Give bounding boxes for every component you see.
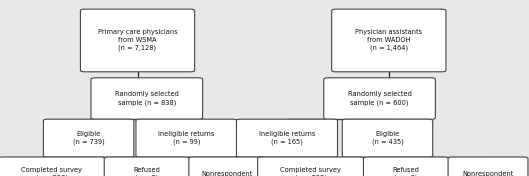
Text: Eligible
(n = 435): Eligible (n = 435) [371,131,404,145]
FancyBboxPatch shape [236,119,338,157]
Text: Randomly selected
sample (n = 600): Randomly selected sample (n = 600) [348,92,412,106]
FancyBboxPatch shape [342,119,433,157]
Text: Nonrespondent
(n = 176): Nonrespondent (n = 176) [202,171,253,176]
Text: Refused
(n = 2)
<1% refusal rate: Refused (n = 2) <1% refusal rate [378,167,434,176]
FancyBboxPatch shape [80,9,195,72]
FancyBboxPatch shape [136,119,237,157]
Text: Completed survey
(n = 558)
75%-78% response rate: Completed survey (n = 558) 75%-78% respo… [12,167,92,176]
Text: Ineligible returns
(n = 165): Ineligible returns (n = 165) [259,131,315,145]
FancyBboxPatch shape [258,157,364,176]
FancyBboxPatch shape [189,157,266,176]
FancyBboxPatch shape [363,157,449,176]
FancyBboxPatch shape [43,119,134,157]
FancyBboxPatch shape [448,157,528,176]
Text: Primary care physicians
from WSMA
(n = 7,128): Primary care physicians from WSMA (n = 7… [98,29,177,51]
Text: Physician assistants
from WADOH
(n = 1,464): Physician assistants from WADOH (n = 1,4… [355,29,422,51]
FancyBboxPatch shape [0,157,105,176]
Text: Refused
(n = 5)
<1% refusal rate: Refused (n = 5) <1% refusal rate [118,167,175,176]
Text: Randomly selected
sample (n = 838): Randomly selected sample (n = 838) [115,92,179,106]
Text: Nonrespondent
(n = 105): Nonrespondent (n = 105) [462,171,514,176]
FancyBboxPatch shape [332,9,446,72]
Text: Eligible
(n = 739): Eligible (n = 739) [72,131,105,145]
FancyBboxPatch shape [91,78,203,119]
Text: Completed survey
(n = 328)
75%-82% response rate: Completed survey (n = 328) 75%-82% respo… [271,167,351,176]
Text: Ineligible returns
(n = 99): Ineligible returns (n = 99) [158,131,215,145]
FancyBboxPatch shape [324,78,435,119]
FancyBboxPatch shape [104,157,189,176]
